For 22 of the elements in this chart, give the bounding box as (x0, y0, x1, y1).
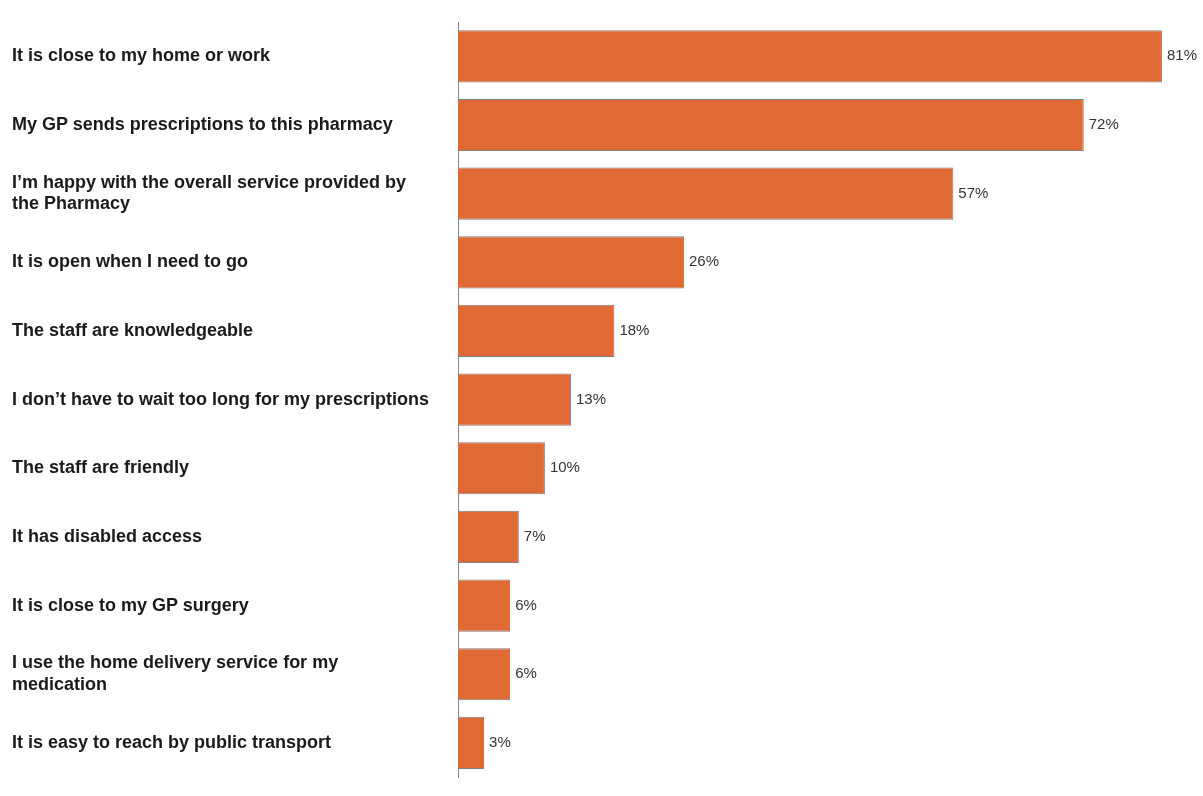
y-tick-label: I use the home delivery service for my medication (12, 652, 339, 694)
data-label: 6% (515, 664, 537, 682)
data-label: 10% (549, 458, 580, 476)
y-tick-label: I don’t have to wait too long for my prescriptions (12, 388, 430, 409)
y-tick-label: It is close to my home or work (12, 45, 272, 66)
data-label: 81% (1166, 46, 1197, 64)
y-tick-label: It is open when I need to go (12, 251, 249, 272)
y-tick-label: The staff are friendly (12, 457, 190, 478)
data-label: 13% (575, 389, 607, 407)
data-label: 7% (523, 527, 546, 545)
y-tick-label: It has disabled access (12, 525, 203, 546)
y-tick-label: The staff are knowledgeable (12, 319, 254, 340)
y-tick-label: I’m happy with the overall service provided by the Pharmacy (12, 171, 407, 214)
data-label: 6% (515, 595, 537, 613)
y-tick-label: It is close to my GP surgery (12, 594, 249, 615)
y-tick-label: My GP sends prescriptions to this pharmacy (12, 113, 393, 134)
data-label: 26% (688, 252, 719, 270)
data-label: 57% (958, 183, 989, 201)
data-label: 3% (489, 733, 511, 751)
y-tick-label: It is easy to reach by public transport (12, 731, 332, 752)
data-label: 72% (1088, 115, 1119, 133)
data-label: 18% (619, 321, 650, 339)
